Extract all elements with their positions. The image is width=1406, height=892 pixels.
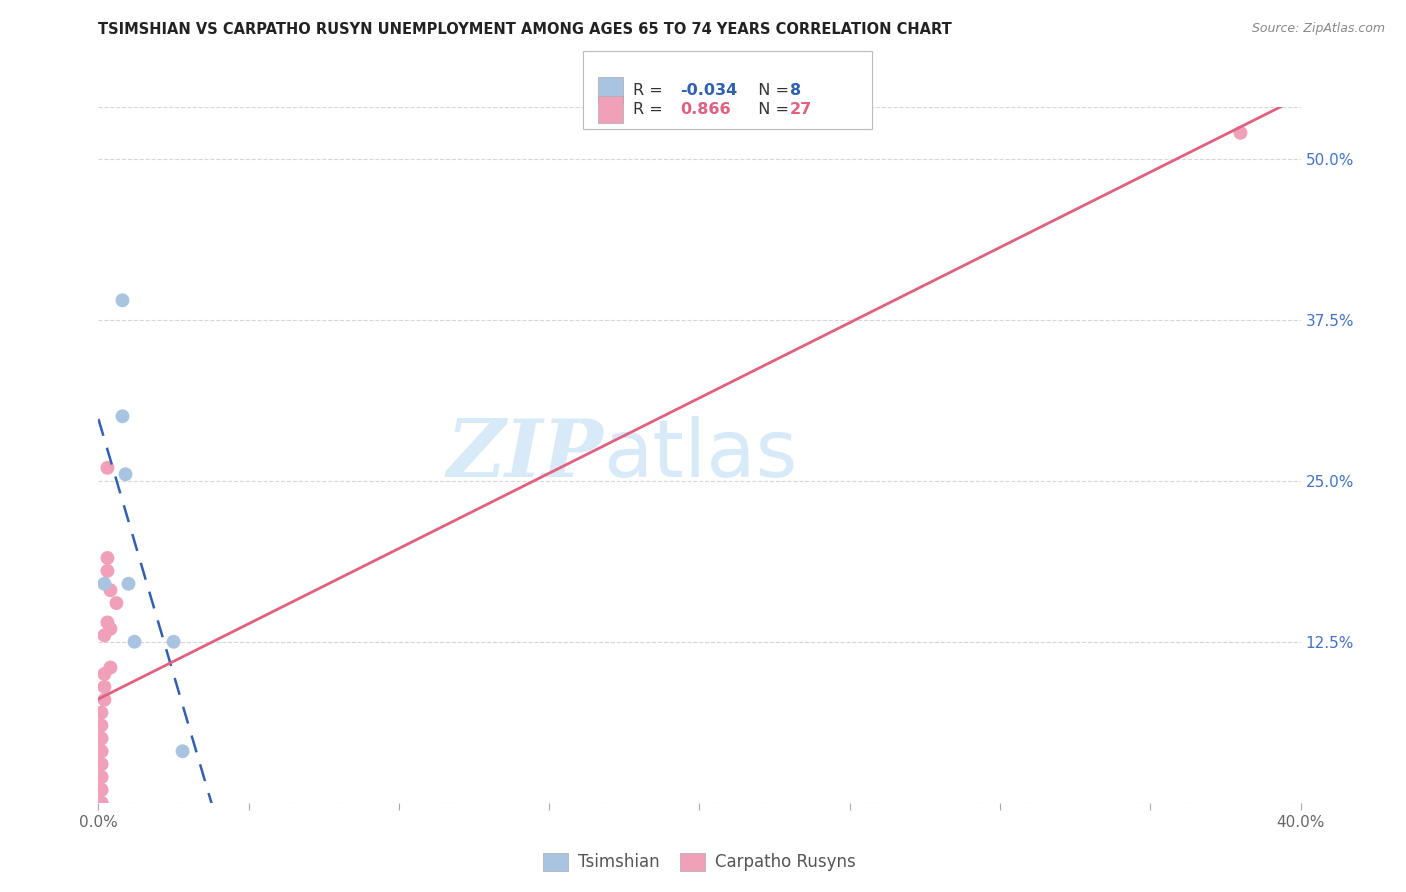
Point (162, 634, 184, 648)
Point (90, 783, 112, 797)
Text: 0.866: 0.866 (681, 103, 731, 117)
Point (90, 744, 112, 758)
Point (93, 576, 115, 591)
Point (117, 576, 139, 591)
Text: ZIP: ZIP (447, 417, 603, 493)
Text: N =: N = (748, 83, 794, 97)
Point (90, 770, 112, 784)
Point (93, 692, 115, 706)
Point (111, 409, 134, 424)
Point (90, 706, 112, 720)
Point (1229, 126, 1251, 140)
Point (111, 293, 134, 308)
Point (93, 628, 115, 642)
Point (93, 680, 115, 694)
Text: R =: R = (633, 83, 668, 97)
Point (96, 564, 118, 578)
Text: N =: N = (748, 103, 794, 117)
Point (100, 660, 122, 674)
Point (114, 467, 136, 482)
Point (124, 634, 146, 648)
Text: -0.034: -0.034 (681, 83, 738, 97)
Point (90, 731, 112, 746)
Point (93, 667, 115, 681)
Point (90, 744, 112, 758)
Text: R =: R = (633, 103, 672, 117)
Point (172, 744, 194, 758)
Point (100, 622, 122, 636)
Legend: Tsimshian, Carpatho Rusyns: Tsimshian, Carpatho Rusyns (537, 846, 862, 878)
Point (90, 757, 112, 772)
Point (100, 583, 122, 598)
Point (90, 783, 112, 797)
Point (90, 731, 112, 746)
Point (90, 757, 112, 772)
Point (90, 796, 112, 810)
Text: 8: 8 (790, 83, 801, 97)
Text: Source: ZipAtlas.com: Source: ZipAtlas.com (1251, 22, 1385, 36)
Text: TSIMSHIAN VS CARPATHO RUSYN UNEMPLOYMENT AMONG AGES 65 TO 74 YEARS CORRELATION C: TSIMSHIAN VS CARPATHO RUSYN UNEMPLOYMENT… (98, 22, 952, 37)
Point (96, 551, 118, 566)
Point (105, 596, 128, 610)
Point (90, 770, 112, 784)
Text: 27: 27 (790, 103, 813, 117)
Point (90, 718, 112, 732)
Point (96, 460, 118, 475)
Text: atlas: atlas (603, 416, 797, 494)
Point (96, 615, 118, 630)
Point (90, 796, 112, 810)
